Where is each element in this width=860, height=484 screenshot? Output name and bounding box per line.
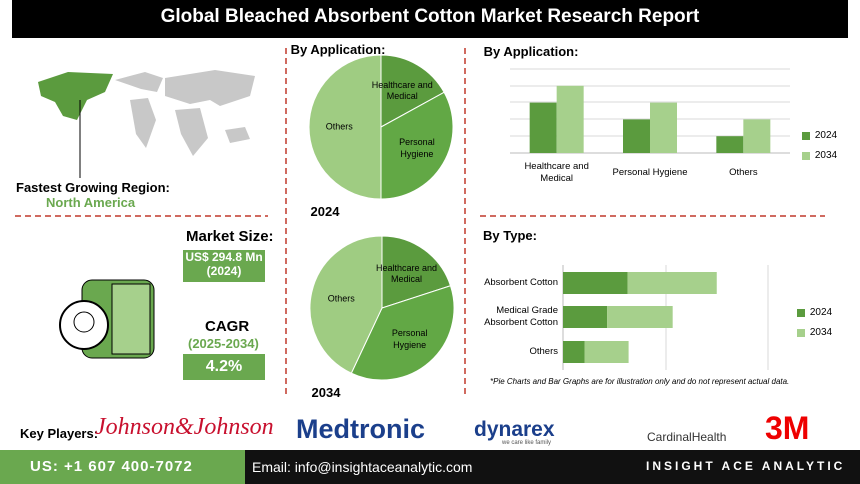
y-tick-label: Medical Grade Absorbent Cotton bbox=[484, 305, 558, 328]
pie-slice bbox=[380, 54, 445, 128]
legend-label: 2024 bbox=[809, 306, 833, 318]
chart-title: By Application: bbox=[483, 43, 579, 59]
chart-title: By Application: bbox=[290, 41, 386, 57]
logo-jnj: Johnson&Johnson bbox=[95, 414, 274, 440]
title: Global Bleached Absorbent Cotton Market … bbox=[160, 6, 700, 27]
pie-slice bbox=[380, 91, 454, 200]
bar bbox=[607, 306, 673, 328]
bar bbox=[563, 341, 585, 363]
region-label: Fastest Growing Region: bbox=[16, 180, 170, 195]
cagr-period: (2025-2034) bbox=[188, 336, 259, 351]
key-players-label: Key Players: bbox=[20, 426, 99, 441]
bar bbox=[650, 102, 677, 153]
x-tick-label: Healthcare and Medical bbox=[524, 161, 589, 184]
bar bbox=[584, 341, 629, 363]
bar bbox=[627, 272, 717, 294]
region-value: North America bbox=[46, 195, 136, 210]
title-bar bbox=[12, 0, 848, 38]
pie-slice bbox=[381, 235, 452, 309]
bar bbox=[563, 272, 628, 294]
legend-label: 2024 bbox=[814, 129, 838, 141]
phone: US: +1 607 400-7072 bbox=[30, 458, 193, 475]
note: *Pie Charts and Bar Graphs are for illus… bbox=[490, 377, 790, 386]
pie-year: 2034 bbox=[311, 384, 341, 400]
cagr-label: CAGR bbox=[205, 318, 250, 335]
cagr-value: 4.2% bbox=[183, 354, 265, 380]
slice-label: Personal Hygiene bbox=[399, 137, 435, 159]
logo-dynarex: dynarex bbox=[474, 418, 555, 441]
brand: INSIGHT ACE ANALYTIC bbox=[646, 459, 846, 473]
bar bbox=[529, 102, 557, 153]
footer-right bbox=[245, 450, 860, 484]
legend-swatch bbox=[797, 329, 805, 337]
bar bbox=[743, 119, 771, 153]
legend-swatch bbox=[802, 132, 810, 140]
legend-label: 2034 bbox=[809, 326, 833, 338]
pie-slice bbox=[309, 235, 383, 374]
logo-3m: 3M bbox=[765, 410, 810, 446]
y-tick-label: Others bbox=[529, 346, 558, 358]
pie-year: 2024 bbox=[310, 203, 340, 219]
pie-slice bbox=[350, 285, 455, 381]
bar bbox=[563, 306, 608, 328]
market-size-value: US$ 294.8 Mn (2024) bbox=[183, 250, 265, 282]
slice-label: Healthcare and Medical bbox=[376, 262, 438, 285]
legend-swatch bbox=[802, 152, 810, 160]
dividers bbox=[15, 48, 825, 398]
logo-medtronic: Medtronic bbox=[296, 414, 426, 444]
x-tick-label: Others bbox=[729, 167, 758, 179]
world-map bbox=[115, 70, 255, 156]
pie-slice bbox=[308, 54, 382, 200]
logo-cardinal: CardinalHealth bbox=[647, 430, 727, 444]
slice-label: Healthcare and Medical bbox=[371, 79, 433, 102]
dynarex-tagline: we care like family bbox=[502, 440, 552, 446]
slice-label: Others bbox=[327, 293, 355, 304]
y-tick-label: Absorbent Cotton bbox=[484, 277, 558, 289]
market-size-label: Market Size: bbox=[186, 228, 274, 245]
legend-swatch bbox=[797, 309, 805, 317]
cotton-icon bbox=[59, 279, 155, 359]
email: Email: info@insightaceanalytic.com bbox=[252, 459, 473, 475]
legend-label: 2034 bbox=[814, 149, 838, 161]
bar bbox=[623, 119, 650, 153]
bar bbox=[556, 85, 584, 153]
north-america bbox=[38, 72, 113, 120]
footer-left bbox=[0, 450, 245, 484]
slice-label: Others bbox=[325, 121, 353, 132]
bar bbox=[716, 136, 744, 153]
slice-label: Personal Hygiene bbox=[391, 328, 428, 350]
x-tick-label: Personal Hygiene bbox=[612, 167, 688, 179]
chart-title: By Type: bbox=[483, 227, 537, 243]
